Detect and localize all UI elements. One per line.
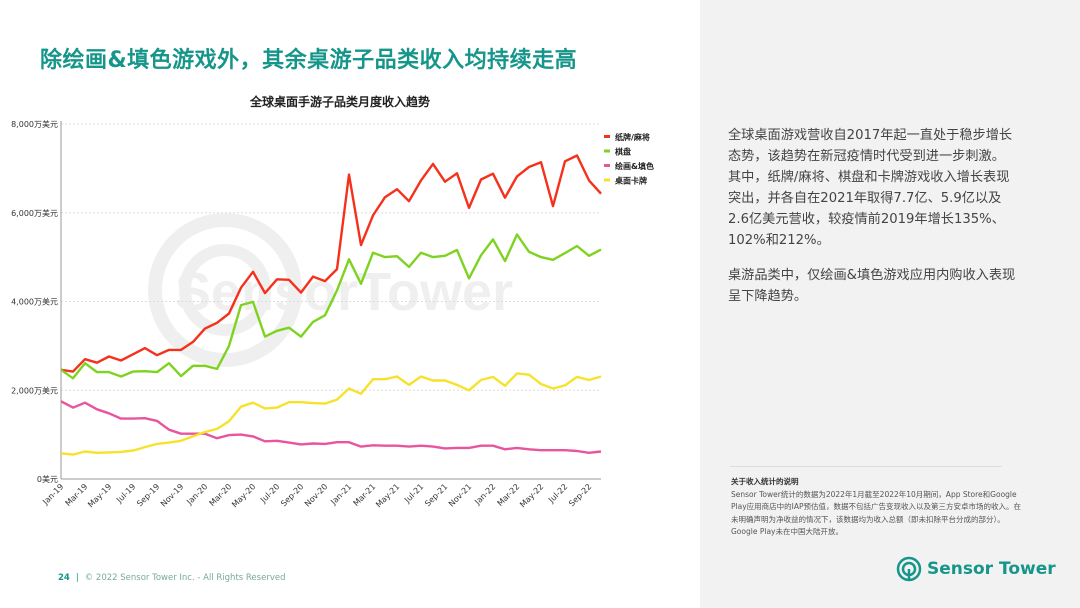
- line-chart: SensorTower 0美元 2,000万美元 4,000万美元 6,000万美元 8,…: [11, 119, 654, 509]
- x-tick-label: Mar-21: [351, 482, 377, 508]
- legend-label: 绘画&填色: [615, 161, 654, 171]
- y-tick-label: 2,000万美元: [11, 385, 58, 395]
- divider: [730, 466, 1002, 467]
- revenue-note: 关于收入统计的说明 Sensor Tower统计的数据为2022年1月截至202…: [731, 476, 1021, 539]
- x-tick-label: Sep-20: [279, 482, 305, 508]
- x-tick-label: Jan-22: [472, 482, 497, 507]
- y-tick-label: 8,000万美元: [11, 119, 58, 129]
- x-tick-label: Mar-20: [207, 482, 233, 508]
- x-tick-label: May-22: [518, 482, 545, 509]
- x-tick-label: Jan-19: [40, 482, 65, 507]
- legend-label: 棋盘: [614, 147, 631, 157]
- x-tick-label: Sep-22: [567, 482, 593, 508]
- x-tick-label: May-19: [86, 482, 113, 509]
- note-text: Sensor Tower统计的数据为2022年1月截至2022年10月期间，Ap…: [731, 489, 1022, 537]
- commentary-paragraph-1: 全球桌面游戏营收自2017年起一直处于稳步增长态势，该趋势在新冠疫情时代受到进一…: [728, 128, 1013, 248]
- side-panel: [700, 0, 1080, 608]
- legend-swatch: [604, 178, 610, 182]
- legend-swatch: [604, 149, 610, 153]
- series-line-3: [60, 400, 602, 454]
- footer: 24 | © 2022 Sensor Tower Inc. - All Rights…: [58, 573, 286, 583]
- legend-label: 桌面卡牌: [614, 176, 647, 186]
- sensor-tower-logo: Sensor Tower: [896, 556, 1056, 582]
- x-tick-label: Jan-20: [184, 482, 209, 507]
- sensor-tower-logo-icon: [896, 556, 922, 582]
- x-tick-label: Nov-20: [303, 482, 329, 508]
- series-line-4: [60, 372, 602, 456]
- page-number: 24: [58, 573, 70, 583]
- x-tick-label: Jul-20: [258, 482, 281, 505]
- x-tick-label: Jul-22: [546, 482, 569, 505]
- x-tick-label: Nov-21: [447, 482, 473, 508]
- x-tick-label: Jul-21: [402, 482, 425, 505]
- copyright: © 2022 Sensor Tower Inc. - All Rights Re…: [84, 573, 286, 583]
- x-tick-label: Jul-19: [114, 482, 137, 505]
- x-tick-label: Mar-19: [63, 482, 89, 508]
- commentary: 全球桌面游戏营收自2017年起一直处于稳步增长态势，该趋势在新冠疫情时代受到进一…: [728, 125, 1018, 321]
- y-tick-label: 0美元: [37, 474, 58, 484]
- watermark: SensorTower: [148, 213, 513, 367]
- legend-label: 纸牌/麻将: [615, 132, 650, 142]
- chart-title: 全球桌面手游子品类月度收入趋势: [249, 95, 430, 109]
- commentary-paragraph-2: 桌游品类中，仅绘画&填色游戏应用内购收入表现呈下降趋势。: [728, 268, 1016, 304]
- watermark-ring-inner: [179, 244, 271, 336]
- logo-text: Sensor Tower: [927, 559, 1056, 579]
- y-tick-label: 6,000万美元: [11, 208, 58, 218]
- legend-swatch: [604, 135, 610, 138]
- x-tick-label: Nov-19: [159, 482, 185, 508]
- series-line-1: [60, 154, 602, 373]
- x-tick-label: Mar-22: [495, 482, 521, 508]
- x-tick-label: May-20: [230, 482, 257, 509]
- y-tick-label: 4,000万美元: [11, 297, 58, 307]
- watermark-ring: [148, 213, 302, 367]
- x-tick-label: Sep-21: [423, 482, 449, 508]
- slide-title: 除绘画&填色游戏外，其余桌游子品类收入均持续走高: [40, 48, 578, 73]
- x-tick-label: Jan-21: [328, 482, 353, 507]
- x-tick-label: May-21: [374, 482, 401, 509]
- legend-swatch: [604, 164, 610, 167]
- x-tick-label: Sep-19: [135, 482, 161, 508]
- series-line-2: [60, 233, 602, 380]
- note-title: 关于收入统计的说明: [731, 477, 799, 486]
